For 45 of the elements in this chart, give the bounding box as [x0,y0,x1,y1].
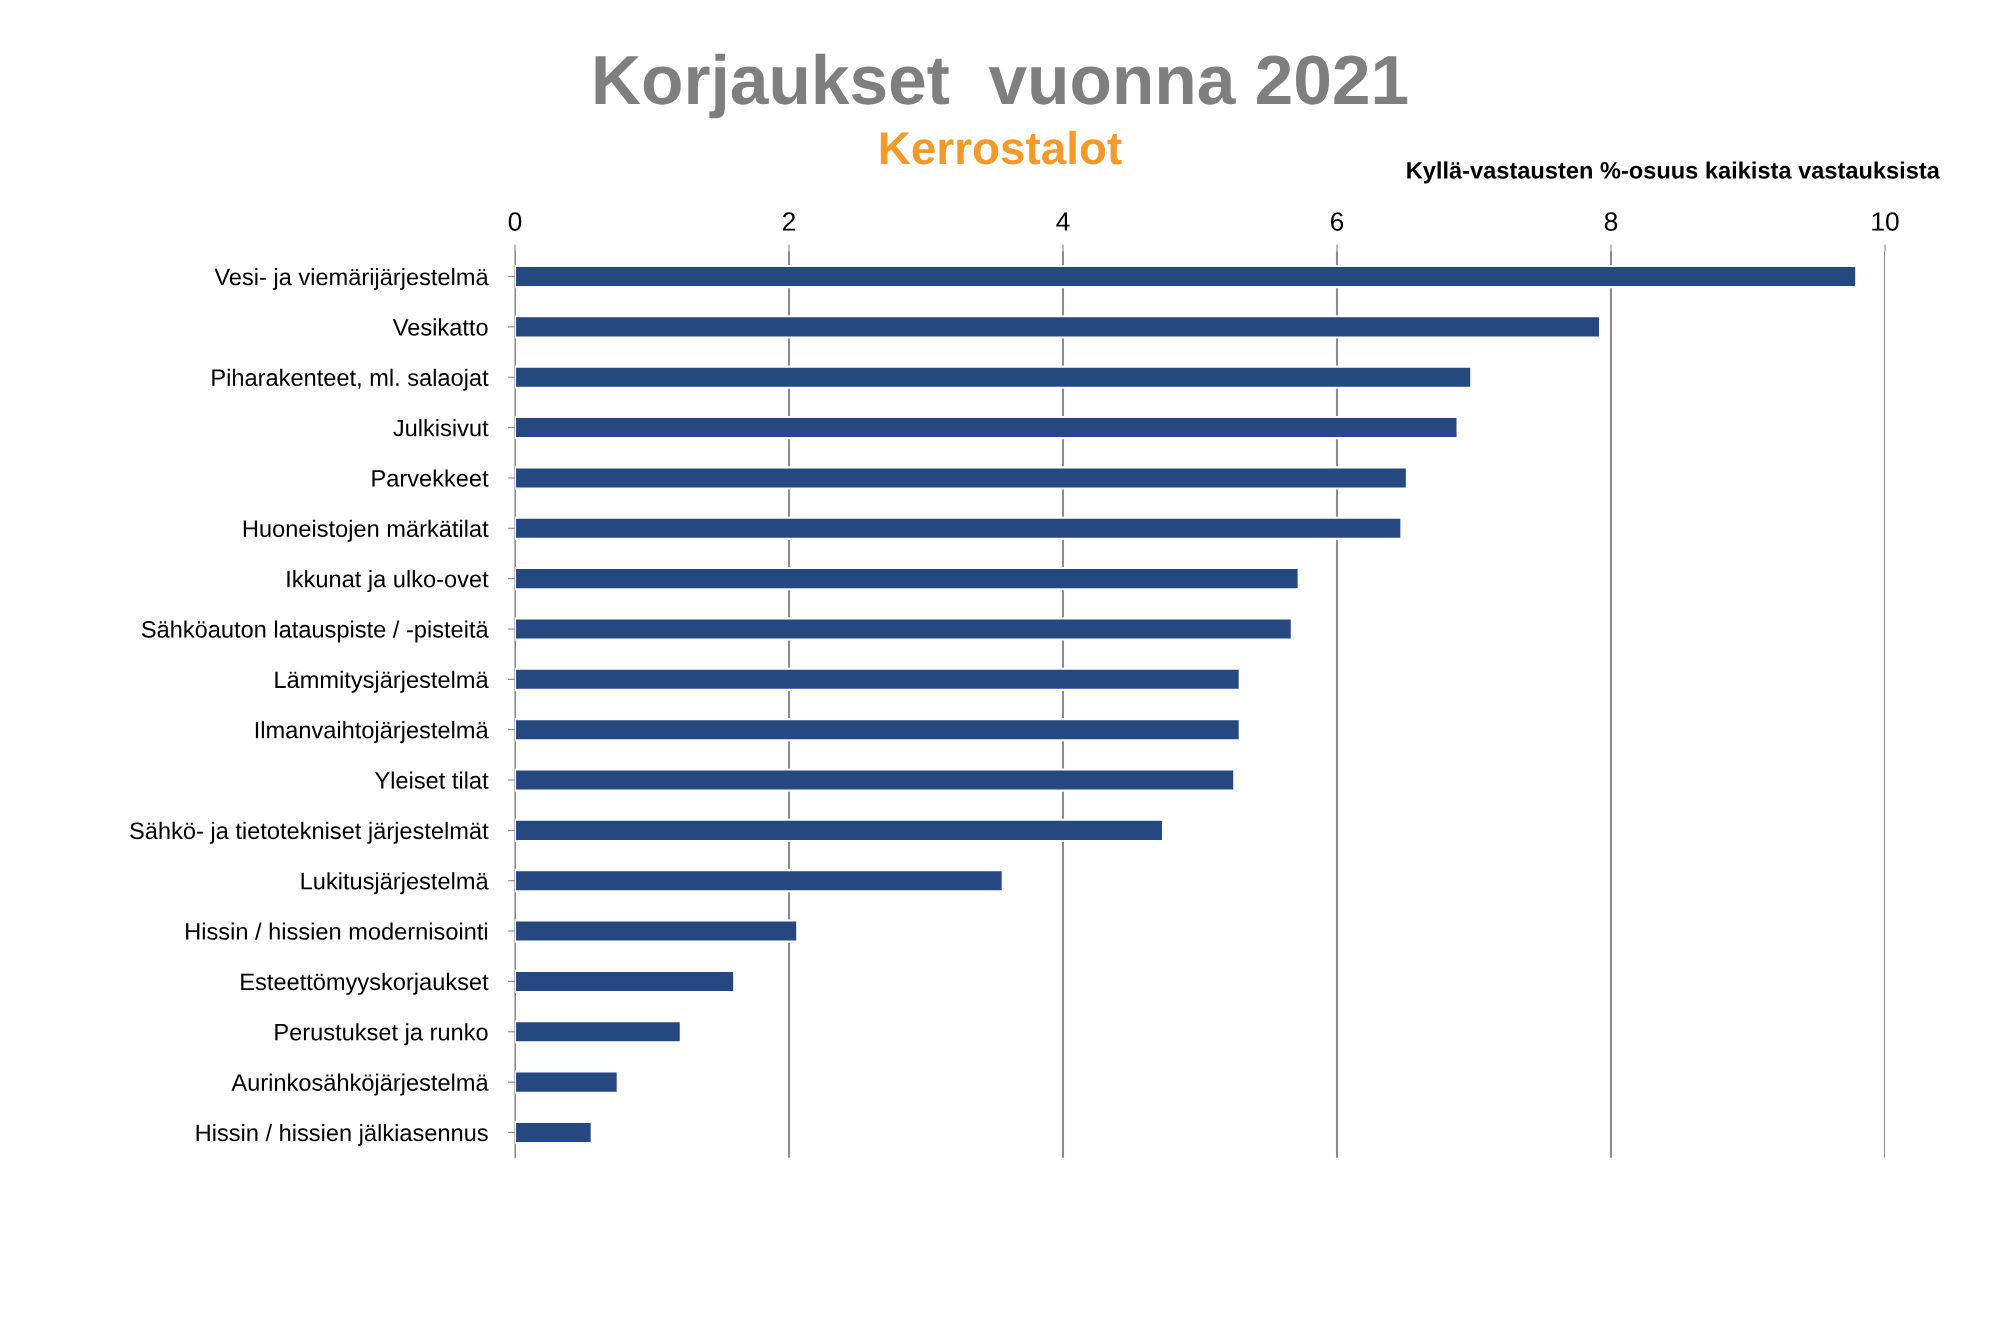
chart-title: Korjaukset vuonna 2021 [595,53,1408,119]
y-tick-label: Ilmanvaihtojärjestelmä [255,721,489,744]
y-tick-label: Vesikatto [392,318,488,336]
y-tick-label: Sähköauton latauspiste / -pisteitä [141,620,489,643]
bar [515,617,1293,641]
y-tick-label: Vesi- ja viemärijärjestelmä [214,267,489,290]
bar [515,818,1165,842]
bar [515,969,736,994]
chart-subtitle: Kerrostalot [880,130,1122,165]
x-tick-label: 10 [1872,212,1899,231]
y-tick-label: Yleiset tilat [374,771,489,789]
y-tick-label: Julkisivut [393,419,489,437]
bar [515,415,1459,440]
x-axis-title: Kyllä-vastausten %-osuus kaikista vastauksista [1407,161,1940,184]
bar [515,1070,619,1094]
y-tick-label: Huoneistojen märkätilat [243,519,489,542]
y-tick-label: Aurinkosähköjärjestelmä [231,1073,489,1096]
bar [515,315,1602,339]
y-tick-label: Esteettömyyskorjaukset [241,972,489,995]
bar [515,365,1473,389]
bar [515,516,1403,540]
bar [515,264,1858,289]
x-tick-label: 4 [1056,212,1070,231]
y-tick-label: Perustukset ja runko [275,1023,488,1046]
bar [515,667,1241,691]
bar [515,869,1004,893]
bar [515,567,1300,591]
bar [515,768,1236,792]
x-tick-label: 0 [508,212,522,231]
x-tick-label: 2 [782,212,796,231]
bar [515,1120,593,1145]
bar [515,919,799,943]
x-tick-label: 6 [1331,212,1344,231]
y-tick-label: Hissin / hissien modernisointi [186,922,488,940]
y-tick-label: Hissin / hissien jälkiasennus [196,1123,488,1146]
x-tick-label: 8 [1604,212,1618,231]
bar [515,718,1241,742]
y-tick-label: Ikkunat ja ulko-ovet [287,570,489,593]
y-tick-label: Piharakenteet, ml. salaojat [212,368,489,391]
bar [515,1020,682,1044]
y-tick-label: Sähkö- ja tietotekniset järjestelmät [130,821,489,844]
bar [515,466,1408,490]
y-tick-label: Lämmitysjärjestelmä [275,670,489,693]
y-tick-label: Parvekkeet [372,469,489,487]
y-tick-label: Lukitusjärjestelmä [301,872,489,895]
